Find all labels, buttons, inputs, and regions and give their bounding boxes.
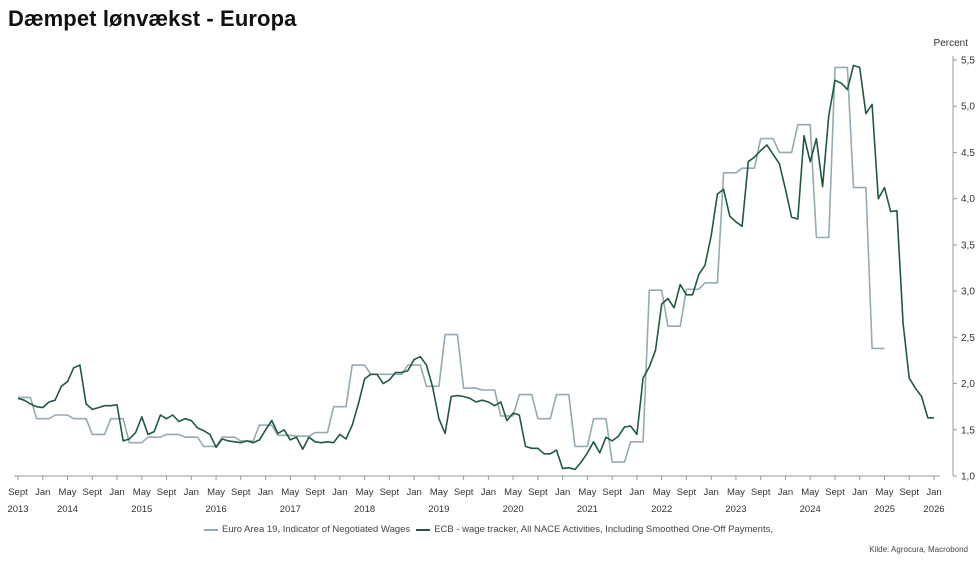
- x-year-label: 2023: [725, 504, 746, 515]
- x-tick-label: Jan: [555, 487, 570, 498]
- legend-label-series-2: ECB - wage tracker, All NACE Activities,…: [434, 524, 773, 535]
- x-year-label: 2024: [800, 504, 821, 515]
- x-tick-label: Jan: [184, 487, 199, 498]
- x-tick-label: May: [59, 487, 77, 498]
- x-tick-label: Jan: [406, 487, 421, 498]
- x-tick-label: Sept: [82, 487, 102, 498]
- x-tick-label: Sept: [899, 487, 919, 498]
- x-tick-label: Sept: [677, 487, 697, 498]
- x-year-label: 2026: [923, 504, 944, 515]
- x-tick-label: Sept: [380, 487, 400, 498]
- chart-title: Dæmpet lønvækst - Europa: [8, 6, 297, 31]
- legend-swatch-series-2: [416, 528, 431, 531]
- x-year-label: 2019: [428, 504, 449, 515]
- x-tick-label: Sept: [157, 487, 177, 498]
- source-note: Kilde: Agrocura, Macrobond: [869, 545, 968, 554]
- x-tick-label: Sept: [305, 487, 325, 498]
- legend-item-series-1: Euro Area 19, Indicator of Negotiated Wa…: [204, 524, 410, 535]
- y-tick-label: 1,5: [961, 425, 975, 436]
- x-tick-label: Jan: [332, 487, 347, 498]
- x-tick-label: May: [356, 487, 374, 498]
- x-tick-label: Jan: [778, 487, 793, 498]
- x-tick-label: Jan: [258, 487, 273, 498]
- y-tick-label: 4,0: [961, 194, 975, 205]
- x-tick-label: Sept: [8, 487, 28, 498]
- x-tick-label: May: [578, 487, 596, 498]
- x-tick-label: Sept: [454, 487, 474, 498]
- y-axis-unit-label: Percent: [933, 38, 968, 49]
- x-year-label: 2022: [651, 504, 672, 515]
- legend-swatch-series-1: [204, 528, 218, 531]
- y-tick-label: 4,5: [961, 148, 975, 159]
- x-year-label: 2018: [354, 504, 375, 515]
- x-tick-label: Sept: [231, 487, 251, 498]
- x-tick-label: Sept: [751, 487, 771, 498]
- series-line-1: [18, 66, 885, 463]
- x-tick-label: Jan: [109, 487, 124, 498]
- x-year-label: 2017: [280, 504, 301, 515]
- x-tick-label: May: [876, 487, 894, 498]
- x-tick-label: May: [504, 487, 522, 498]
- y-tick-label: 3,0: [961, 287, 975, 298]
- y-tick-label: 2,5: [961, 333, 975, 344]
- legend: Euro Area 19, Indicator of Negotiated Wa…: [204, 524, 779, 535]
- x-tick-label: May: [801, 487, 819, 498]
- x-tick-label: May: [653, 487, 671, 498]
- x-tick-label: Jan: [926, 487, 941, 498]
- x-tick-label: Sept: [825, 487, 845, 498]
- x-tick-label: May: [430, 487, 448, 498]
- x-tick-label: Sept: [602, 487, 622, 498]
- x-tick-label: May: [727, 487, 745, 498]
- legend-label-series-1: Euro Area 19, Indicator of Negotiated Wa…: [222, 524, 411, 535]
- legend-item-series-2: ECB - wage tracker, All NACE Activities,…: [416, 524, 773, 535]
- x-tick-label: Jan: [35, 487, 50, 498]
- y-tick-label: 1,0: [961, 472, 975, 483]
- x-year-label: 2016: [205, 504, 226, 515]
- x-year-label: 2021: [577, 504, 598, 515]
- x-year-label: 2013: [7, 504, 28, 515]
- x-tick-label: Sept: [528, 487, 548, 498]
- x-year-label: 2015: [131, 504, 152, 515]
- y-tick-label: 3,5: [961, 240, 975, 251]
- x-year-label: 2020: [503, 504, 524, 515]
- x-tick-label: Jan: [481, 487, 496, 498]
- x-tick-label: Jan: [629, 487, 644, 498]
- x-tick-label: May: [281, 487, 299, 498]
- y-tick-label: 5,5: [961, 56, 975, 67]
- x-tick-label: Jan: [852, 487, 867, 498]
- x-tick-label: May: [207, 487, 225, 498]
- y-tick-label: 2,0: [961, 379, 975, 390]
- x-year-label: 2025: [874, 504, 895, 515]
- x-year-label: 2014: [57, 504, 78, 515]
- x-tick-label: Jan: [704, 487, 719, 498]
- x-tick-label: May: [133, 487, 151, 498]
- series-line-2: [17, 64, 934, 471]
- y-tick-label: 5,0: [961, 102, 975, 113]
